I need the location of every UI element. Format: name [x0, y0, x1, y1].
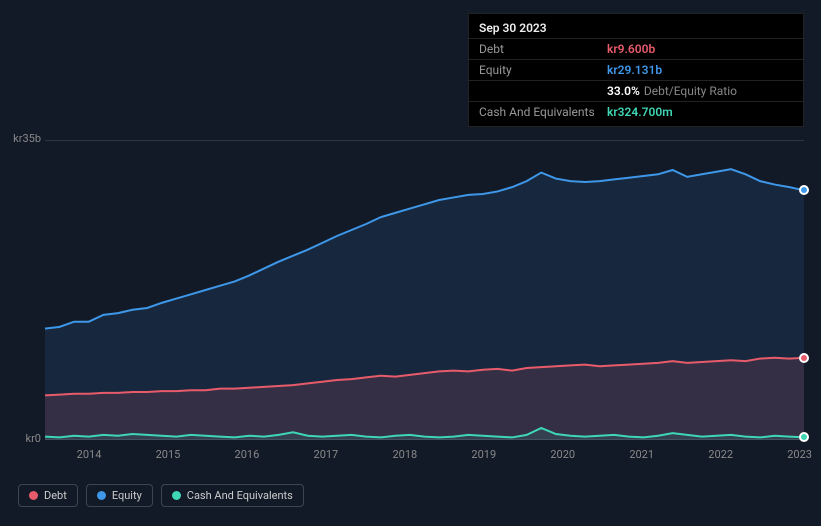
tooltip-row: Equitykr29.131b — [469, 60, 803, 81]
x-axis-label: 2014 — [77, 448, 102, 461]
chart-legend: Debt Equity Cash And Equivalents — [18, 484, 304, 507]
x-axis-label: 2017 — [314, 448, 339, 461]
tooltip-title: Sep 30 2023 — [469, 18, 803, 39]
tooltip-row-suffix: Debt/Equity Ratio — [644, 84, 737, 98]
legend-item-label: Cash And Equivalents — [187, 489, 293, 502]
legend-swatch-icon — [29, 491, 38, 500]
tooltip-row-value: 33.0% — [607, 84, 640, 98]
y-axis-label: kr0 — [0, 432, 41, 445]
x-axis-label: 2016 — [235, 448, 260, 461]
tooltip-row: Cash And Equivalentskr324.700m — [469, 102, 803, 122]
tooltip-row-label: Cash And Equivalents — [479, 105, 607, 119]
tooltip-row: 33.0% Debt/Equity Ratio — [469, 81, 803, 102]
x-axis-label: 2019 — [471, 448, 496, 461]
x-axis-label: 2021 — [629, 448, 654, 461]
x-axis-label: 2023 — [787, 448, 812, 461]
legend-item-debt[interactable]: Debt — [18, 484, 78, 507]
x-axis-label: 2018 — [392, 448, 417, 461]
legend-swatch-icon — [97, 491, 106, 500]
tooltip-row-value: kr29.131b — [607, 63, 662, 77]
tooltip-row: Debtkr9.600b — [469, 39, 803, 60]
legend-item-equity[interactable]: Equity — [86, 484, 153, 507]
tooltip-row-label: Equity — [479, 63, 607, 77]
cash-end-marker — [799, 432, 809, 442]
tooltip-row-label: Debt — [479, 42, 607, 56]
legend-swatch-icon — [172, 491, 181, 500]
y-axis-label: kr35b — [0, 132, 41, 145]
tooltip-row-value: kr324.700m — [607, 105, 673, 119]
tooltip-row-label — [479, 84, 607, 98]
debt-end-marker — [799, 353, 809, 363]
legend-item-cash-and-equivalents[interactable]: Cash And Equivalents — [161, 484, 304, 507]
equity-end-marker — [799, 185, 809, 195]
x-axis-label: 2015 — [156, 448, 181, 461]
hover-tooltip: Sep 30 2023Debtkr9.600bEquitykr29.131b33… — [468, 13, 804, 127]
tooltip-row-value: kr9.600b — [607, 42, 655, 56]
legend-item-label: Debt — [44, 489, 67, 502]
x-axis-label: 2020 — [550, 448, 575, 461]
legend-item-label: Equity — [112, 489, 142, 502]
x-axis-label: 2022 — [708, 448, 733, 461]
